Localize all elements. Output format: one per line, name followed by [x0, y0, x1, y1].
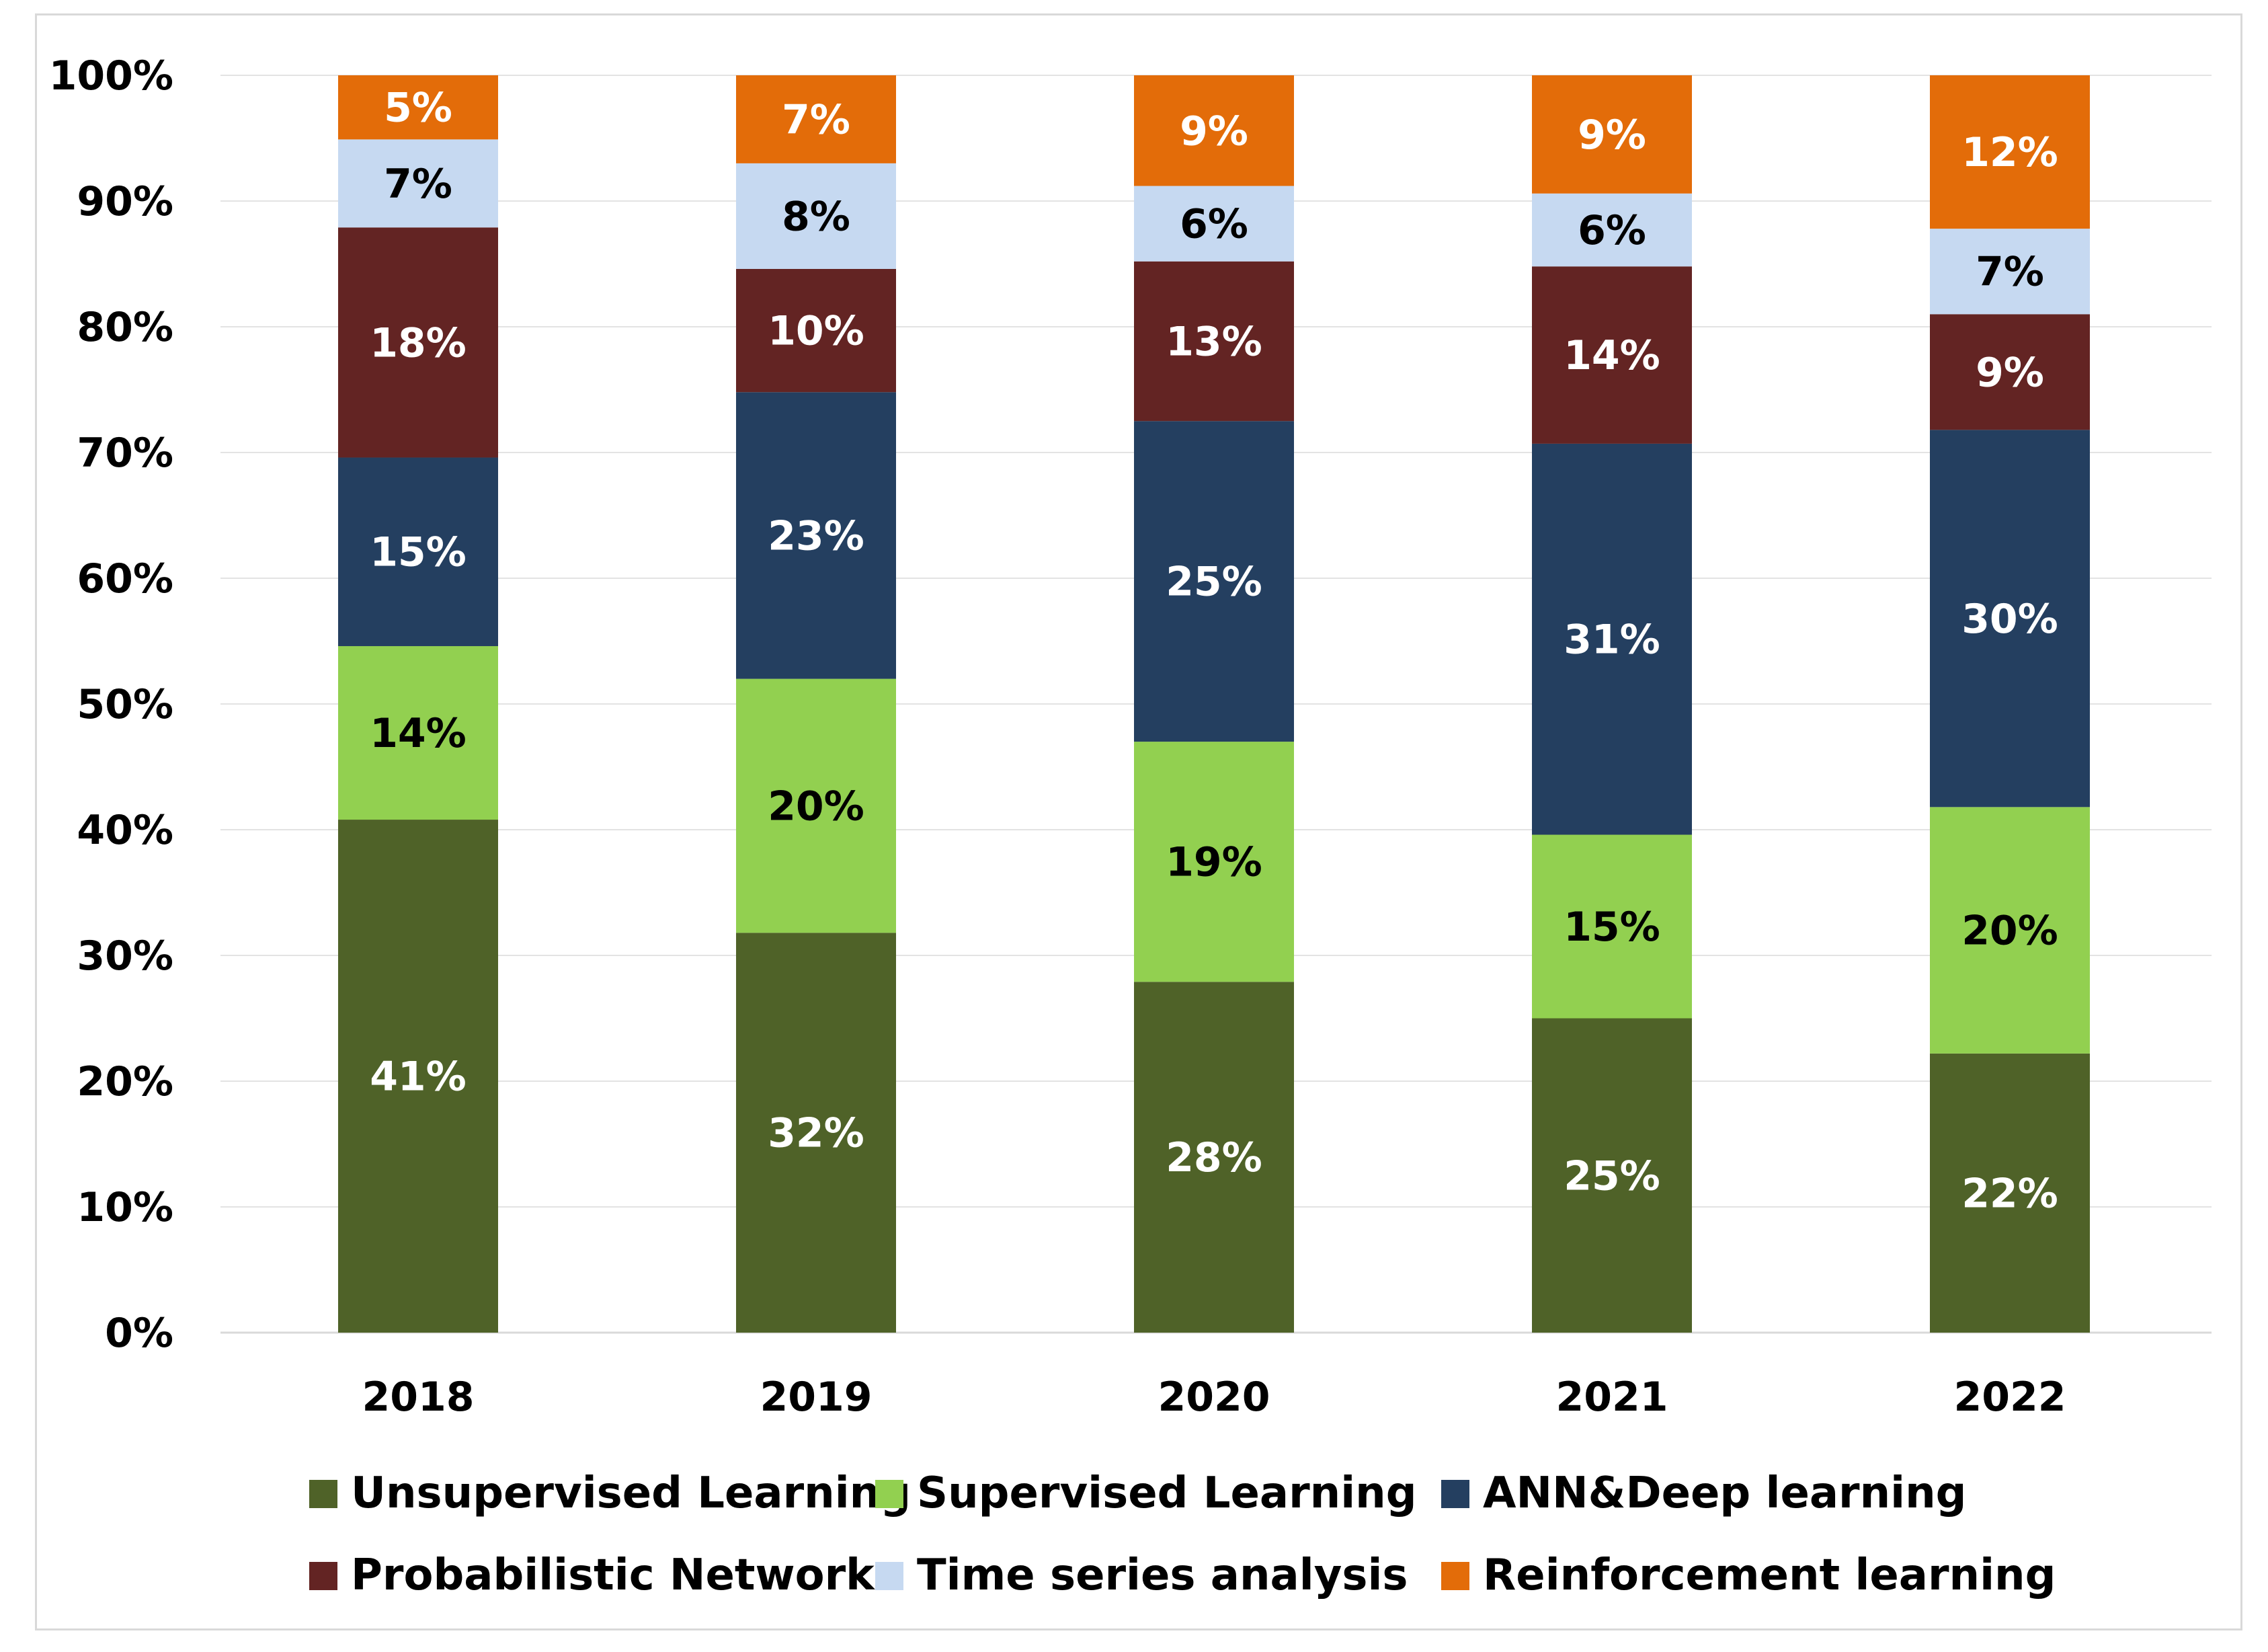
data-label: 32%: [768, 1110, 864, 1157]
bar-segment: [1930, 75, 2090, 229]
data-label: 28%: [1166, 1134, 1262, 1181]
data-label: 15%: [1564, 904, 1660, 951]
bar-segment: [736, 933, 896, 1333]
legend: Unsupervised Learning Supervised Learning…: [309, 1468, 2056, 1600]
legend-label: Time series analysis: [917, 1550, 1408, 1600]
legend-swatch: [309, 1562, 337, 1590]
data-label: 8%: [782, 193, 850, 240]
bar-segment: [1532, 266, 1692, 444]
data-label: 31%: [1564, 617, 1660, 664]
legend-label: Unsupervised Learning: [351, 1468, 911, 1518]
y-tick-label: 90%: [77, 178, 173, 225]
data-label: 18%: [370, 319, 467, 366]
x-tick-label: 2022: [1954, 1374, 2066, 1421]
legend-swatch: [875, 1562, 903, 1590]
bar-segment: [1532, 443, 1692, 835]
data-label: 19%: [1166, 839, 1262, 886]
data-label: 10%: [768, 308, 864, 355]
data-label: 23%: [768, 512, 864, 559]
bar-segment: [736, 163, 896, 269]
bar-segment: [1134, 261, 1294, 422]
y-tick-label: 10%: [77, 1184, 173, 1231]
bar-segment: [1134, 421, 1294, 742]
bar-segment: [1134, 186, 1294, 262]
legend-label: Reinforcement learning: [1483, 1550, 2056, 1600]
data-label: 6%: [1578, 207, 1646, 254]
bars: [338, 75, 2090, 1333]
bar-segment: [1930, 807, 2090, 1054]
bar-segment: [1134, 742, 1294, 982]
x-tick-label: 2019: [760, 1374, 873, 1421]
data-label: 9%: [1180, 108, 1248, 155]
bar-segment: [1532, 834, 1692, 1019]
x-tick-label: 2021: [1556, 1374, 1668, 1421]
bar-segment: [1134, 982, 1294, 1333]
legend-swatch: [875, 1480, 903, 1508]
y-tick-label: 40%: [77, 807, 173, 854]
x-tick-label: 2018: [362, 1374, 475, 1421]
y-tick-label: 50%: [77, 681, 173, 728]
bar-segment: [338, 227, 498, 458]
x-tick-label: 2020: [1158, 1374, 1270, 1421]
data-labels: 41% 14% 15% 18% 7% 5% 32% 20% 23% 10% 8% 7% 28% 19% 25…: [370, 85, 2058, 1218]
y-tick-label: 0%: [105, 1310, 173, 1357]
data-label: 20%: [768, 783, 864, 830]
bar-segment: [1930, 229, 2090, 315]
legend-swatch: [309, 1480, 337, 1508]
bar-segment: [338, 820, 498, 1333]
bar-segment: [338, 75, 498, 140]
data-label: 25%: [1564, 1152, 1660, 1199]
data-label: 14%: [1564, 332, 1660, 379]
bar-segment: [736, 392, 896, 679]
y-tick-label: 20%: [77, 1058, 173, 1105]
data-label: 9%: [1976, 349, 2044, 396]
data-label: 15%: [370, 529, 467, 576]
data-label: 30%: [1961, 596, 2058, 643]
legend-swatch: [1441, 1562, 1469, 1590]
data-label: 7%: [1976, 249, 2044, 296]
bar-segment: [1134, 75, 1294, 186]
legend-label: ANN&Deep learning: [1483, 1468, 1966, 1518]
bar-segment: [338, 645, 498, 820]
legend-label: Supervised Learning: [917, 1468, 1417, 1518]
data-label: 12%: [1961, 129, 2058, 176]
y-axis-ticks: 0% 10% 20% 30% 40% 50% 60% 70% 80% 90% 100%: [49, 52, 173, 1357]
y-tick-label: 100%: [49, 52, 173, 100]
bar-segment: [1930, 430, 2090, 808]
data-label: 41%: [370, 1054, 467, 1101]
data-label: 7%: [384, 161, 452, 208]
x-axis-ticks: 2018 2019 2020 2021 2022: [362, 1374, 2066, 1421]
bar-segment: [736, 268, 896, 393]
bar-segment: [338, 139, 498, 228]
bar-segment: [1532, 193, 1692, 267]
data-label: 14%: [370, 710, 467, 757]
y-tick-label: 30%: [77, 933, 173, 980]
data-label: 6%: [1180, 201, 1248, 248]
data-label: 25%: [1166, 559, 1262, 606]
bar-segment: [1532, 1018, 1692, 1333]
bar-segment: [1532, 75, 1692, 194]
bar-segment: [1930, 1053, 2090, 1333]
data-label: 5%: [384, 85, 452, 132]
data-label: 20%: [1961, 908, 2058, 955]
bar-segment: [736, 678, 896, 933]
data-label: 13%: [1166, 319, 1262, 366]
legend-swatch: [1441, 1480, 1469, 1508]
bar-segment: [736, 75, 896, 163]
data-label: 7%: [782, 96, 850, 143]
data-label: 22%: [1961, 1170, 2058, 1217]
bar-segment: [338, 457, 498, 646]
y-tick-label: 60%: [77, 555, 173, 602]
y-tick-label: 70%: [77, 430, 173, 477]
bar-segment: [1930, 314, 2090, 430]
legend-label: Probabilistic Networks: [351, 1550, 900, 1600]
y-tick-label: 80%: [77, 304, 173, 351]
data-label: 9%: [1578, 112, 1646, 159]
